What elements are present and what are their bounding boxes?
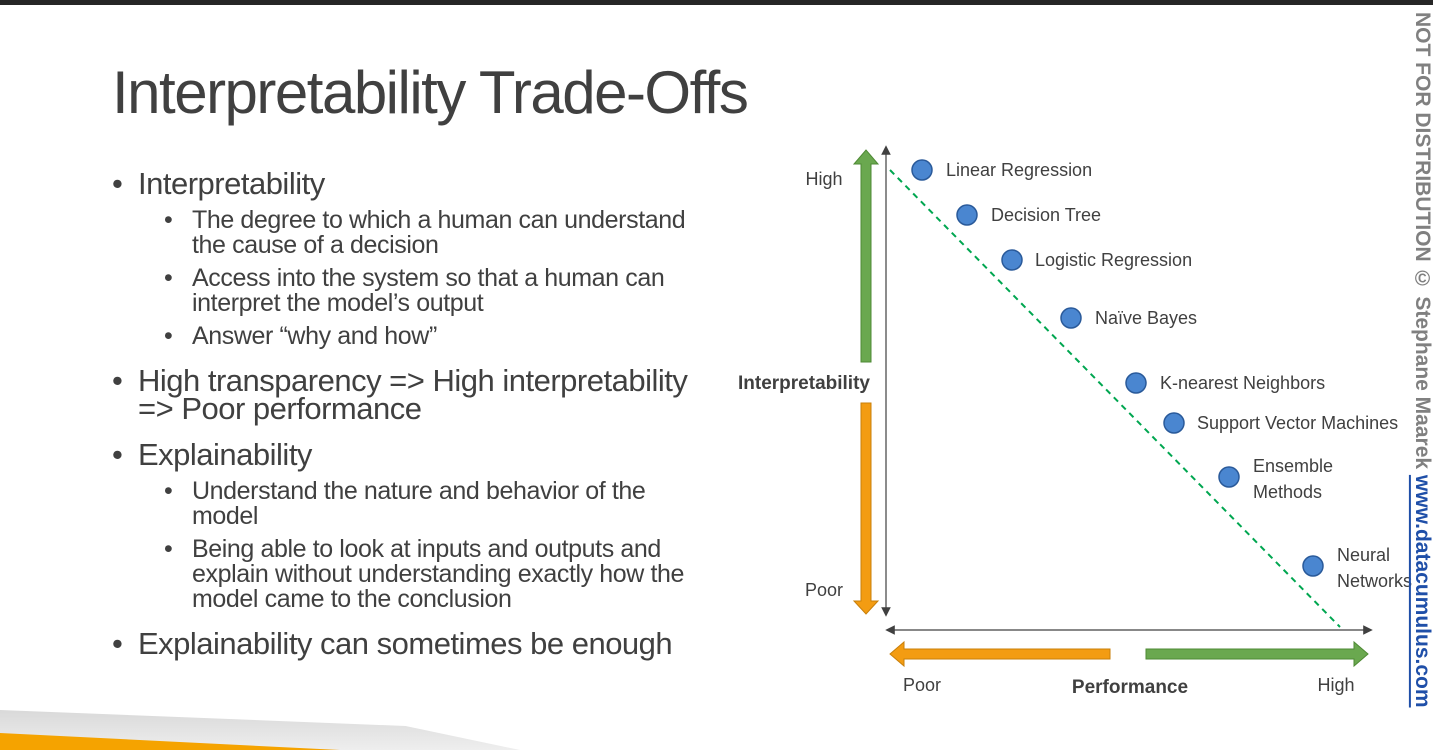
model-label: Decision Tree: [991, 205, 1101, 225]
y-poor-label: Poor: [805, 580, 843, 600]
model-decision-tree: Decision Tree: [956, 204, 1101, 226]
model-ensemble-methods: Ensemble Methods: [1218, 456, 1338, 502]
model-label-line-1: Ensemble: [1253, 456, 1333, 476]
model-point: [911, 159, 933, 181]
model-neural-networks: Neural Networks: [1302, 545, 1412, 591]
x-poor-label: Poor: [903, 675, 941, 695]
model-logistic-regression: Logistic Regression: [1001, 249, 1192, 271]
sub-bullet-degree: The degree to which a human can understa…: [112, 208, 712, 258]
model-label: Neural Networks: [1337, 545, 1412, 591]
performance-high-arrow: [1145, 640, 1369, 668]
model-point: [1163, 412, 1185, 434]
model-label: Support Vector Machines: [1197, 413, 1398, 433]
top-border: [0, 0, 1433, 5]
watermark-url[interactable]: www.datacumulus.com: [1411, 474, 1433, 708]
y-high-label: High: [805, 169, 842, 189]
watermark-text: NOT FOR DISTRIBUTION © Stephane Maarek: [1411, 12, 1433, 475]
sub-bullet-inputs-outputs: Being able to look at inputs and outputs…: [112, 537, 712, 612]
bullet-enough: Explainability can sometimes be enough: [112, 628, 712, 659]
model-k-nearest-neighbors: K-nearest Neighbors: [1125, 372, 1325, 394]
model-point: [1125, 372, 1147, 394]
model-label-line-1: Neural: [1337, 545, 1390, 565]
sub-bullet-nature: Understand the nature and behavior of th…: [112, 479, 712, 529]
model-point: [1060, 307, 1082, 329]
model-label: Ensemble Methods: [1253, 456, 1338, 502]
y-axis-label: Interpretability: [738, 373, 870, 394]
model-label: Linear Regression: [946, 160, 1092, 180]
trend-line: [889, 169, 1341, 628]
model-point: [1001, 249, 1023, 271]
slide-title: Interpretability Trade-Offs: [112, 59, 749, 126]
sub-bullet-why-how: Answer “why and how”: [112, 324, 712, 350]
performance-poor-arrow: [889, 640, 1111, 668]
interpretability-down-arrow: [852, 402, 880, 615]
model-support-vector-machines: Support Vector Machines: [1163, 412, 1398, 434]
bullet-list: Interpretability The degree to which a h…: [112, 168, 712, 668]
sub-bullet-access: Access into the system so that a human c…: [112, 266, 712, 316]
watermark: NOT FOR DISTRIBUTION © Stephane Maarek w…: [1404, 12, 1433, 750]
model-label: Naïve Bayes: [1095, 308, 1197, 328]
model-point: [1302, 555, 1324, 577]
model-label: Logistic Regression: [1035, 250, 1192, 270]
model-label: K-nearest Neighbors: [1160, 373, 1325, 393]
interpretability-up-arrow: [852, 149, 880, 363]
model-point: [956, 204, 978, 226]
model-linear-regression: Linear Regression: [911, 159, 1092, 181]
bullet-transparency: High transparency => High interpretabili…: [112, 365, 712, 424]
x-high-label: High: [1317, 675, 1354, 695]
x-axis-label: Performance: [1072, 677, 1188, 698]
model-naive-bayes: Naïve Bayes: [1060, 307, 1197, 329]
bullet-interpretability: Interpretability: [112, 168, 712, 199]
model-point: [1218, 466, 1240, 488]
model-label-line-2: Networks: [1337, 571, 1412, 591]
bullet-explainability: Explainability: [112, 439, 712, 470]
model-label-line-2: Methods: [1253, 482, 1322, 502]
